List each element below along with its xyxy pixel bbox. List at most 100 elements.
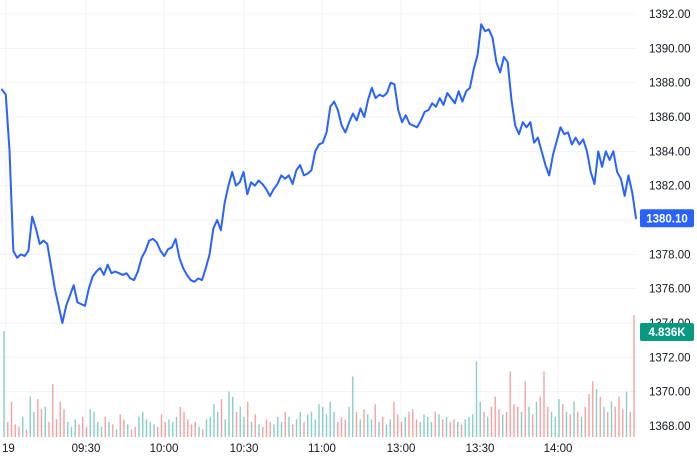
x-tick-label: 19 (2, 443, 15, 455)
volume-bar (490, 406, 493, 437)
volume-bar (337, 421, 339, 437)
volume-bar (359, 419, 361, 437)
volume-bar (584, 406, 586, 437)
volume-bar (487, 416, 489, 437)
volume-bar (134, 426, 136, 437)
volume-bar (3, 331, 5, 437)
volume-bar (217, 411, 219, 437)
volume-bar (378, 421, 380, 437)
volume-bar (14, 424, 16, 437)
y-tick-label: 1382.00 (649, 181, 691, 193)
volume-bar (442, 419, 444, 437)
volume-bar (145, 419, 148, 437)
volume-bar (100, 426, 103, 437)
volume-bar (127, 424, 129, 437)
volume-bar (160, 414, 163, 437)
volume-bar (393, 401, 395, 437)
volume-bar (449, 421, 451, 437)
volume-bar (190, 424, 193, 437)
volume-bar (580, 416, 583, 437)
volume-bar (78, 424, 80, 437)
volume-bar (254, 414, 256, 437)
y-tick-label: 1390.00 (649, 43, 691, 55)
volume-bar (404, 416, 406, 437)
volume-bar (374, 404, 376, 437)
volume-bar (93, 411, 95, 437)
volume-bar (97, 421, 99, 437)
volume-bar (258, 424, 260, 437)
volume-bar (130, 429, 133, 437)
volume-label: 4.836K (648, 327, 686, 339)
volume-bar (142, 411, 144, 437)
volume-bar (52, 384, 54, 437)
volume-bar (457, 421, 459, 437)
volume-bar (543, 371, 545, 437)
volume-bar (59, 401, 61, 437)
volume-bar (280, 421, 283, 437)
volume-bar (524, 381, 526, 437)
volume-bar (352, 376, 354, 437)
volume-bar (483, 411, 485, 437)
volume-bar (149, 421, 151, 437)
volume-bar (610, 401, 613, 437)
volume-bar (562, 404, 564, 437)
volume-bar (588, 394, 590, 437)
volume-bar (427, 416, 429, 437)
volume-bar (187, 419, 189, 437)
volume-bar (472, 414, 474, 437)
axis-tags: 1380.10 4.836K (640, 209, 694, 341)
volume-bar (333, 411, 335, 437)
volume-bar (37, 399, 39, 437)
volume-bar (123, 419, 125, 437)
volume-bar (577, 411, 579, 437)
volume-bar (513, 404, 515, 437)
volume-bar (479, 401, 481, 437)
volume-bar (412, 409, 414, 437)
last-price-label: 1380.10 (646, 213, 688, 225)
y-tick-label: 1392.00 (649, 9, 691, 21)
volume-bar (269, 421, 271, 437)
volume-bar (153, 424, 155, 437)
volume-bar (453, 419, 455, 437)
volume-bar (438, 414, 440, 437)
volume-bar (29, 396, 31, 437)
volume-bar (273, 424, 275, 437)
volume-bar (205, 419, 208, 437)
volume-bar (119, 414, 121, 437)
volume-tag (640, 323, 694, 341)
volume-bar (573, 401, 575, 437)
volume-bar (355, 411, 358, 437)
volume-bar (202, 429, 204, 437)
volume-bar (33, 411, 35, 437)
volume-bar (550, 411, 553, 437)
volume-bar (175, 416, 178, 437)
volume-bar (22, 416, 24, 437)
volume-bar (318, 404, 320, 437)
volume-bar (367, 414, 369, 437)
x-tick-label: 10:30 (230, 443, 259, 455)
volume-bar (232, 396, 234, 437)
volume-bar (348, 406, 350, 437)
volume-bar (468, 416, 470, 437)
volume-bar (295, 419, 298, 437)
volume-bar (74, 419, 76, 437)
volume-bar (85, 426, 88, 437)
volume-bar (228, 391, 230, 437)
volume-bar (389, 419, 391, 437)
volume-bar (194, 421, 196, 437)
volume-bar (303, 421, 305, 437)
volume-bar (198, 426, 200, 437)
volume-bar (344, 419, 346, 437)
volume-bar (82, 416, 84, 437)
volume-bar (592, 381, 594, 437)
volume-bar (558, 399, 560, 437)
volume-bar (265, 419, 268, 437)
volume-bar (284, 411, 286, 437)
volume-bar (25, 429, 28, 437)
volume-bar (220, 399, 223, 437)
last-price-tag (640, 209, 694, 228)
volume-bar (517, 406, 519, 437)
volume-bar (528, 406, 530, 437)
volume-bar (385, 424, 388, 437)
